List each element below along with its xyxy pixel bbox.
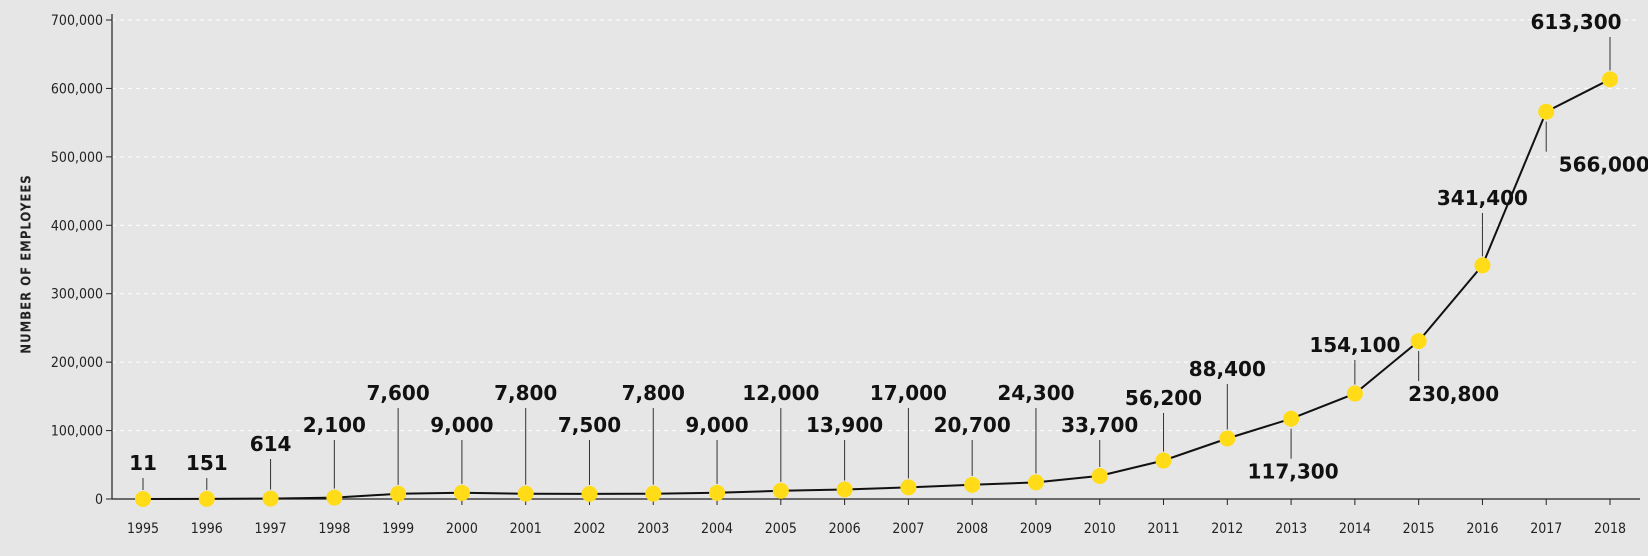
data-label: 12,000 <box>742 381 819 405</box>
data-label: 7,800 <box>622 381 685 405</box>
data-point <box>517 485 534 502</box>
data-label: 11 <box>129 451 157 475</box>
data-point <box>1219 430 1236 447</box>
x-tick-label: 2015 <box>1403 521 1435 537</box>
y-tick-label: 500,000 <box>51 150 103 166</box>
x-tick-label: 2012 <box>1211 521 1243 537</box>
y-tick-label: 0 <box>95 492 103 508</box>
data-point <box>709 484 726 501</box>
data-label: 151 <box>186 451 228 475</box>
x-tick-label: 2002 <box>573 521 605 537</box>
data-point <box>772 482 789 499</box>
data-label: 33,700 <box>1061 413 1138 437</box>
data-label: 613,300 <box>1530 10 1621 34</box>
x-tick-label: 1996 <box>191 521 223 537</box>
data-label: 13,900 <box>806 413 883 437</box>
x-tick-label: 2007 <box>892 521 924 537</box>
data-point <box>1538 103 1555 120</box>
data-point <box>1091 467 1108 484</box>
x-tick-label: 2003 <box>637 521 669 537</box>
x-tick-label: 2011 <box>1147 521 1179 537</box>
data-point <box>1027 474 1044 491</box>
data-point <box>1346 385 1363 402</box>
data-label: 566,000 <box>1559 153 1648 177</box>
data-label: 7,600 <box>366 381 429 405</box>
x-tick-label: 2014 <box>1339 521 1371 537</box>
y-tick-label: 400,000 <box>51 218 103 234</box>
x-tick-label: 2017 <box>1530 521 1562 537</box>
data-point <box>1283 410 1300 427</box>
data-point <box>390 485 407 502</box>
x-tick-label: 1997 <box>255 521 287 537</box>
data-label: 56,200 <box>1125 386 1202 410</box>
y-tick-label: 100,000 <box>51 424 103 440</box>
data-label: 20,700 <box>934 413 1011 437</box>
data-label: 9,000 <box>430 413 493 437</box>
y-tick-label: 300,000 <box>51 287 103 303</box>
data-point <box>262 490 279 507</box>
data-point <box>135 490 151 507</box>
x-tick-label: 2004 <box>701 521 733 537</box>
data-label: 7,500 <box>558 413 621 437</box>
data-label: 117,300 <box>1248 460 1339 484</box>
data-point <box>453 484 470 501</box>
data-label: 9,000 <box>685 413 748 437</box>
y-tick-label: 700,000 <box>51 13 103 29</box>
y-tick-label: 600,000 <box>51 81 103 97</box>
x-tick-label: 2009 <box>1020 521 1052 537</box>
data-point <box>326 489 343 506</box>
data-point <box>198 490 215 507</box>
x-tick-label: 2000 <box>446 521 478 537</box>
x-tick-label: 2018 <box>1594 521 1626 537</box>
data-point <box>900 479 917 496</box>
data-label: 7,800 <box>494 381 557 405</box>
data-label: 230,800 <box>1408 382 1499 406</box>
data-label: 614 <box>250 432 292 456</box>
data-point <box>1474 257 1491 274</box>
y-axis-title: NUMBER OF EMPLOYEES <box>20 174 35 353</box>
series-line <box>142 78 1611 500</box>
data-label: 88,400 <box>1189 357 1266 381</box>
data-point <box>1155 452 1172 469</box>
x-tick-label: 2016 <box>1466 521 1498 537</box>
data-label: 2,100 <box>303 413 366 437</box>
data-label: 341,400 <box>1437 186 1528 210</box>
x-tick-label: 1999 <box>382 521 414 537</box>
x-tick-label: 1998 <box>318 521 350 537</box>
data-point <box>645 485 662 502</box>
x-tick-label: 2008 <box>956 521 988 537</box>
data-label: 154,100 <box>1309 333 1400 357</box>
data-label: 17,000 <box>870 381 947 405</box>
data-point <box>1410 333 1427 350</box>
data-label: 24,300 <box>997 381 1074 405</box>
y-tick-label: 200,000 <box>51 355 103 371</box>
data-point <box>836 481 853 498</box>
x-tick-label: 2013 <box>1275 521 1307 537</box>
data-point <box>581 485 598 502</box>
data-point <box>1602 71 1618 88</box>
x-tick-label: 1995 <box>127 521 159 537</box>
x-tick-label: 2010 <box>1084 521 1116 537</box>
data-point <box>964 476 981 493</box>
x-tick-label: 2006 <box>829 521 861 537</box>
x-tick-label: 2005 <box>765 521 797 537</box>
x-tick-label: 2001 <box>510 521 542 537</box>
